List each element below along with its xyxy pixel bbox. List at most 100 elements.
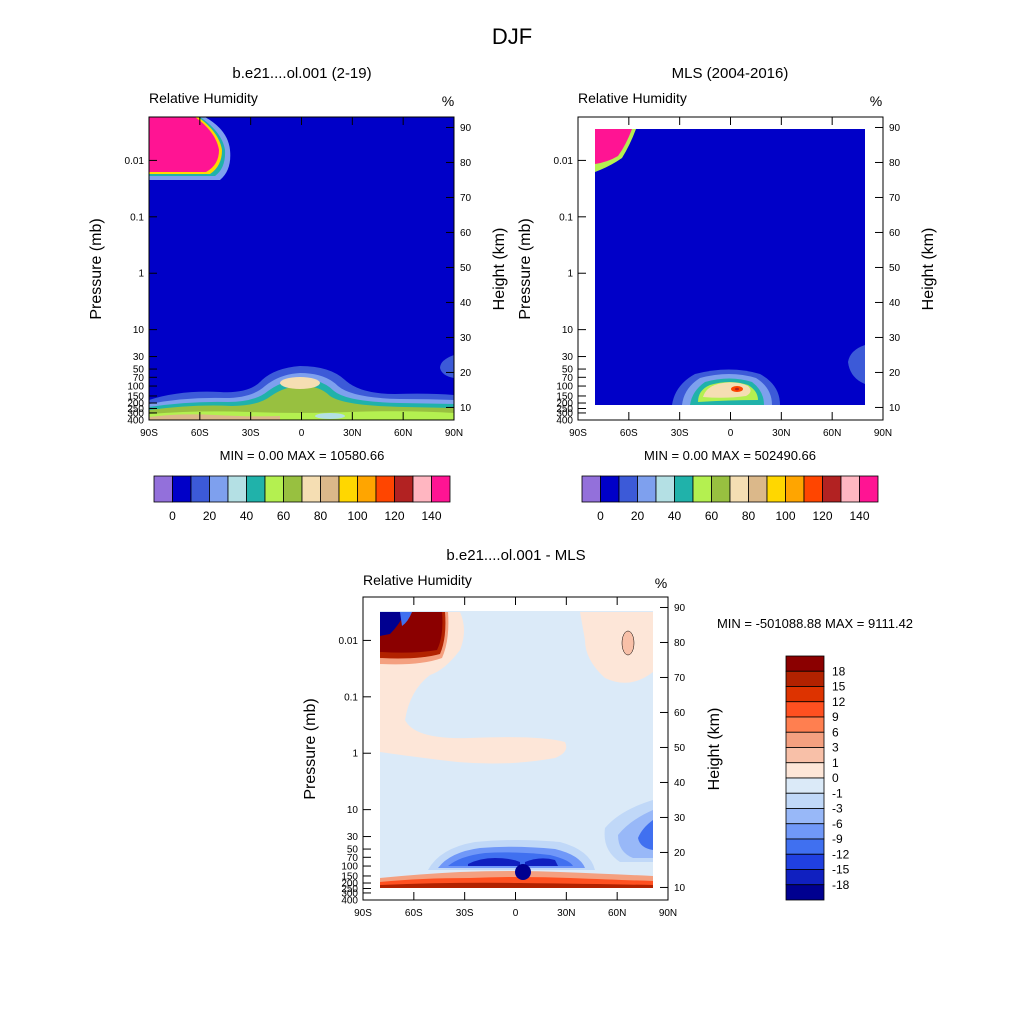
colorbar-swatch	[766, 475, 786, 503]
x-tick-label: 30S	[242, 428, 260, 439]
colorbar: 0 20 40 60 80 100 120 140	[153, 475, 451, 523]
figure-title: DJF	[492, 24, 532, 49]
colorbar-swatch	[785, 686, 825, 703]
colorbar-swatch	[674, 475, 694, 503]
y-tick-label: 300	[127, 408, 144, 419]
colorbar-swatch	[840, 475, 860, 503]
y2-tick-label: 30	[460, 333, 472, 344]
y-tick-label: 150	[556, 391, 573, 402]
y-tick-label: 50	[133, 365, 145, 376]
colorbar-label: -9	[832, 832, 843, 846]
colorbar-swatch	[375, 475, 395, 503]
colorbar-swatch	[785, 762, 825, 779]
y2-tick-label: 60	[460, 228, 472, 239]
panel-units: %	[870, 93, 882, 109]
colorbar-swatch	[227, 475, 247, 503]
colorbar-swatch	[431, 475, 451, 503]
x-tick-label: 30N	[772, 428, 790, 439]
y-tick-label: 250	[556, 404, 573, 415]
colorbar-swatch	[692, 475, 712, 503]
y-tick-label: 10	[562, 325, 574, 336]
colorbar-label: 6	[832, 725, 839, 739]
colorbar-swatch	[264, 475, 284, 503]
panel-subtitle: Relative Humidity	[578, 90, 687, 106]
y2-tick-label: 80	[674, 638, 686, 649]
y2-tick-label: 50	[460, 263, 472, 274]
x-tick-label: 60N	[823, 428, 841, 439]
colorbar-swatch	[785, 884, 825, 901]
stats-label: MIN = 0.00 MAX = 502490.66	[644, 448, 816, 463]
colorbar-label: 120	[384, 509, 404, 523]
colorbar-swatch	[320, 475, 340, 503]
plot-area	[578, 117, 883, 420]
y2-tick-label: 40	[889, 298, 901, 309]
y2-tick-label: 80	[460, 158, 472, 169]
y-tick-label: 70	[562, 373, 574, 384]
y-axis-label: Pressure (mb)	[302, 698, 319, 799]
colorbar-label: 120	[812, 509, 832, 523]
colorbar-swatch	[618, 475, 638, 503]
y-tick-label: 10	[347, 805, 359, 816]
y-tick-label: 200	[556, 399, 573, 410]
y2-axis: 90 80 70 60 50 40 30 20 10	[875, 123, 901, 414]
x-tick-label: 90S	[569, 428, 587, 439]
colorbar-label: 100	[347, 509, 367, 523]
colorbar-label: 9	[832, 710, 839, 724]
x-tick-label: 30N	[343, 428, 361, 439]
y2-tick-label: 90	[674, 603, 686, 614]
colorbar-label: 60	[705, 509, 719, 523]
colorbar-swatch	[729, 475, 749, 503]
x-tick-label: 60S	[191, 428, 209, 439]
colorbar-swatch	[785, 838, 825, 855]
x-tick-label: 90S	[140, 428, 158, 439]
colorbar-swatch	[785, 777, 825, 794]
y2-tick-label: 20	[460, 368, 472, 379]
colorbar-swatch	[785, 731, 825, 748]
y-tick-label: 0.1	[130, 212, 144, 223]
colorbar-swatch	[357, 475, 377, 503]
y2-tick-label: 20	[674, 848, 686, 859]
y2-axis-label: Height (km)	[920, 228, 937, 311]
colorbar-swatch	[283, 475, 303, 503]
colorbar-label: -3	[832, 802, 843, 816]
y2-tick-label: 30	[674, 813, 686, 824]
x-tick-label: 90N	[659, 908, 677, 919]
colorbar-swatch	[153, 475, 173, 503]
plot-area	[363, 597, 668, 900]
x-tick-label: 60S	[405, 908, 423, 919]
colorbar-label: 60	[277, 509, 291, 523]
panel-title: b.e21....ol.001 (2-19)	[232, 65, 371, 82]
y-tick-label: 30	[347, 832, 359, 843]
panel-title: b.e21....ol.001 - MLS	[446, 547, 585, 564]
y-tick-label: 0.01	[554, 156, 574, 167]
colorbar-label: 20	[203, 509, 217, 523]
colorbar-label: 15	[832, 680, 846, 694]
x-tick-label: 30S	[456, 908, 474, 919]
y-tick-label: 10	[133, 325, 145, 336]
colorbar-label: -12	[832, 847, 850, 861]
colorbar-swatch	[338, 475, 358, 503]
x-tick-label: 60S	[620, 428, 638, 439]
y2-tick-label: 30	[889, 333, 901, 344]
x-tick-label: 60N	[394, 428, 412, 439]
colorbar-label: 0	[169, 509, 176, 523]
colorbar-swatch	[412, 475, 432, 503]
y2-axis-label: Height (km)	[491, 228, 508, 311]
y2-tick-label: 40	[674, 778, 686, 789]
colorbar-label: -6	[832, 817, 843, 831]
colorbar-swatch	[394, 475, 414, 503]
y-tick-label: 400	[341, 896, 358, 907]
y2-axis: 90 80 70 60 50 40 30 20 10	[446, 123, 472, 414]
y-tick-label: 200	[341, 879, 358, 890]
colorbar: 0 20 40 60 80 100 120 140	[581, 475, 879, 523]
colorbar-swatch	[822, 475, 842, 503]
panel-model: b.e21....ol.001 (2-19) Relative Humidity…	[88, 65, 508, 523]
y-tick-label: 250	[127, 404, 144, 415]
colorbar-swatch	[209, 475, 229, 503]
y-tick-label: 400	[127, 416, 144, 427]
y-tick-label: 1	[567, 269, 573, 280]
y2-tick-label: 90	[460, 123, 472, 134]
y-tick-label: 300	[341, 888, 358, 899]
